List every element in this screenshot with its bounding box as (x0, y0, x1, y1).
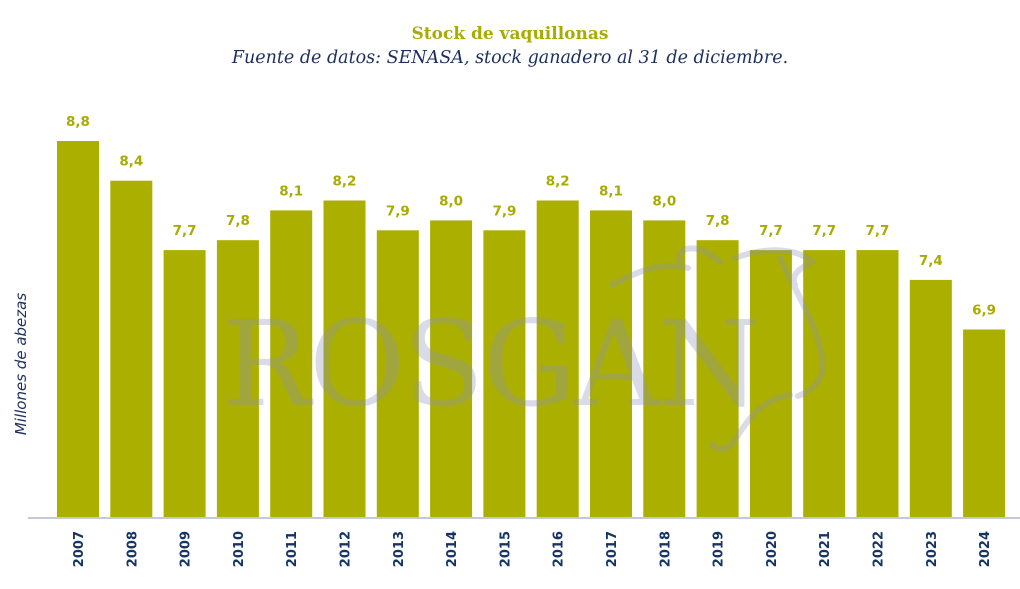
value-label-2009: 7,7 (173, 223, 197, 239)
x-tick-label-2023: 2023 (925, 531, 940, 567)
value-label-2010: 7,8 (226, 213, 250, 229)
bar-2018 (643, 220, 686, 518)
x-tick-label-2017: 2017 (605, 531, 620, 567)
value-label-2022: 7,7 (866, 223, 890, 239)
watermark-text: ROSGAN (222, 295, 759, 433)
bar-2014 (430, 220, 473, 518)
bars-group (57, 141, 1006, 519)
value-label-2008: 8,4 (119, 154, 143, 170)
x-tick-label-2011: 2011 (285, 531, 300, 567)
x-tick-label-2008: 2008 (125, 531, 140, 567)
cow-head-icon (609, 245, 826, 453)
chart-subtitle: Fuente de datos: SENASA, stock ganadero … (231, 48, 789, 68)
bar-2017 (590, 210, 632, 518)
x-tick-label-2022: 2022 (872, 531, 887, 567)
bar-2021 (803, 250, 846, 518)
bar-2022 (856, 250, 899, 518)
value-label-2018: 8,0 (652, 193, 676, 209)
bar-2010 (216, 240, 259, 518)
x-tick-label-2016: 2016 (552, 531, 567, 567)
x-tick-labels-group: 2007 2008 2009 2010 2011 2012 2013 2014 2015 2016… (72, 531, 993, 567)
bar-2008 (110, 180, 153, 518)
value-label-2016: 8,2 (546, 174, 570, 190)
x-tick-label-2012: 2012 (339, 531, 354, 567)
value-label-2014: 8,0 (439, 193, 463, 209)
value-label-2013: 7,9 (386, 203, 410, 219)
x-tick-label-2007: 2007 (72, 531, 87, 567)
value-label-2023: 7,4 (919, 253, 943, 269)
rosgan-watermark: ROSGAN (222, 245, 826, 453)
bar-2016 (536, 200, 579, 518)
x-tick-label-2024: 2024 (978, 531, 993, 567)
value-labels-group: 8,8 8,4 7,7 7,8 8,1 8,2 7,9 8,0 7,9 8,2 8,1 8,0 7,8 7… (66, 114, 996, 319)
x-tick-label-2020: 2020 (765, 531, 780, 567)
bar-2011 (270, 210, 313, 518)
value-label-2015: 7,9 (492, 203, 516, 219)
x-tick-label-2013: 2013 (392, 531, 407, 567)
bar-2009 (163, 250, 206, 518)
x-tick-label-2018: 2018 (658, 531, 673, 567)
bar-2007 (57, 141, 99, 518)
x-tick-label-2021: 2021 (818, 531, 833, 567)
value-label-2007: 8,8 (66, 114, 90, 130)
x-tick-label-2014: 2014 (445, 531, 460, 567)
x-tick-label-2010: 2010 (232, 531, 247, 567)
value-label-2012: 8,2 (333, 174, 357, 190)
bar-2012 (323, 200, 366, 518)
bar-2013 (376, 230, 419, 519)
chart-title: Stock de vaquillonas (411, 24, 609, 44)
x-tick-label-2015: 2015 (498, 531, 513, 567)
value-label-2011: 8,1 (279, 183, 303, 199)
value-label-2021: 7,7 (812, 223, 836, 239)
x-tick-label-2019: 2019 (712, 531, 727, 567)
bar-2015 (483, 230, 526, 519)
bar-2020 (749, 250, 792, 518)
bar-2024 (963, 329, 1006, 518)
value-label-2017: 8,1 (599, 183, 623, 199)
value-label-2019: 7,8 (706, 213, 730, 229)
bar-2023 (909, 279, 952, 518)
value-label-2020: 7,7 (759, 223, 783, 239)
value-label-2024: 6,9 (972, 303, 996, 319)
bar-2019 (696, 240, 739, 518)
x-tick-label-2009: 2009 (179, 531, 194, 567)
